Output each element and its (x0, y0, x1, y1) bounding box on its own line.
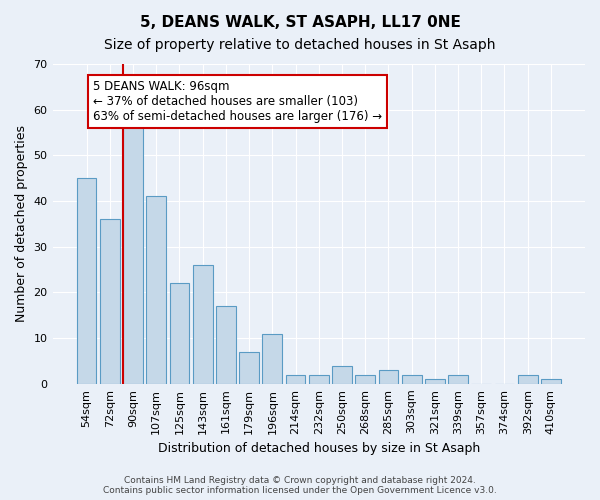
Bar (355, 374, 375, 384)
Bar (239, 352, 259, 384)
Bar (123, 114, 143, 384)
Bar (77, 178, 97, 384)
Bar (541, 379, 561, 384)
Bar (448, 374, 468, 384)
Bar (193, 265, 212, 384)
Bar (170, 284, 190, 384)
Bar (309, 374, 329, 384)
Bar (425, 379, 445, 384)
Bar (332, 366, 352, 384)
Bar (518, 374, 538, 384)
Bar (100, 220, 119, 384)
Text: Size of property relative to detached houses in St Asaph: Size of property relative to detached ho… (104, 38, 496, 52)
Bar (216, 306, 236, 384)
Bar (146, 196, 166, 384)
Bar (402, 374, 422, 384)
Bar (379, 370, 398, 384)
Text: Contains HM Land Registry data © Crown copyright and database right 2024.
Contai: Contains HM Land Registry data © Crown c… (103, 476, 497, 495)
X-axis label: Distribution of detached houses by size in St Asaph: Distribution of detached houses by size … (158, 442, 480, 455)
Y-axis label: Number of detached properties: Number of detached properties (15, 126, 28, 322)
Bar (262, 334, 282, 384)
Bar (286, 374, 305, 384)
Text: 5, DEANS WALK, ST ASAPH, LL17 0NE: 5, DEANS WALK, ST ASAPH, LL17 0NE (140, 15, 460, 30)
Text: 5 DEANS WALK: 96sqm
← 37% of detached houses are smaller (103)
63% of semi-detac: 5 DEANS WALK: 96sqm ← 37% of detached ho… (93, 80, 382, 123)
